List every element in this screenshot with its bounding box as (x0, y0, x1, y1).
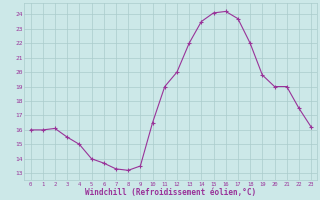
X-axis label: Windchill (Refroidissement éolien,°C): Windchill (Refroidissement éolien,°C) (85, 188, 256, 197)
